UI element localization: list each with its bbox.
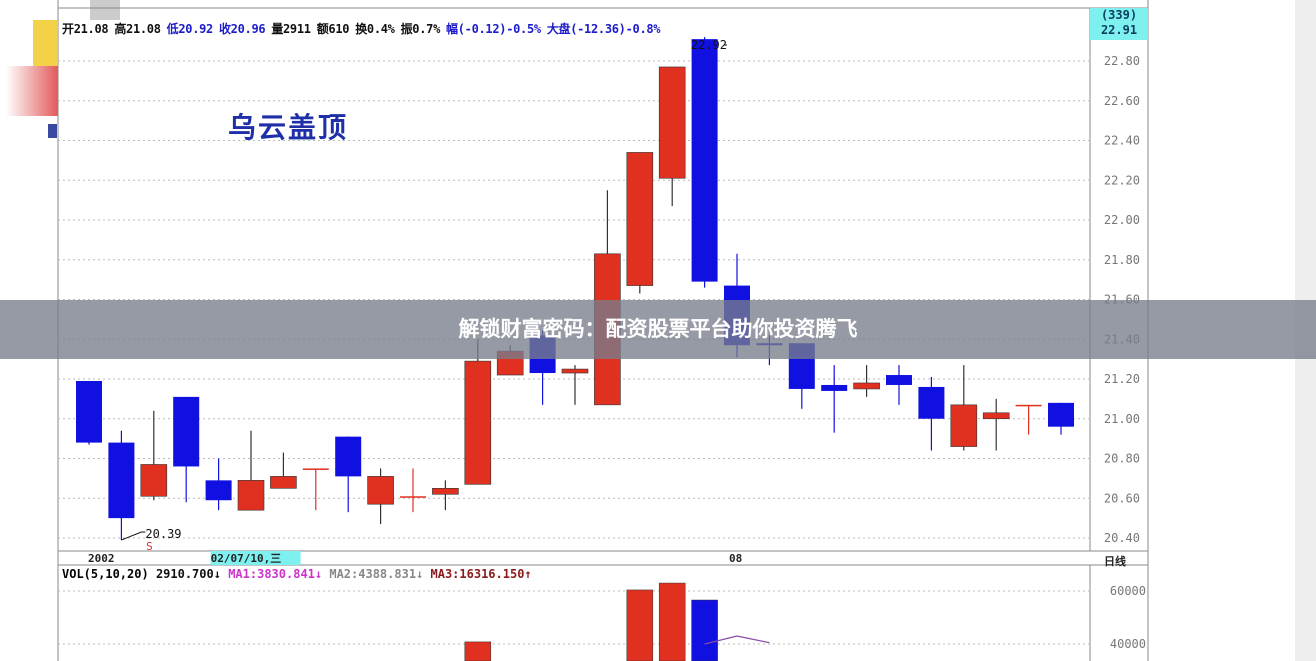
- volume-title: VOL(5,10,20): [62, 567, 149, 581]
- price-tag-count: (339): [1100, 8, 1138, 22]
- y-tick-label: 22.20: [1104, 173, 1140, 187]
- candle-body: [432, 488, 459, 495]
- volume-tick-label: 40000: [1110, 637, 1146, 651]
- candle-body: [1048, 402, 1074, 427]
- quote-header: 开21.08 高21.08 低20.92 收20.96 量2911 额610 换0.4% 振0…: [62, 20, 666, 37]
- candle-body: [853, 382, 880, 390]
- candle-body: [367, 476, 394, 505]
- quote-field: 收20.96: [218, 22, 266, 36]
- low-pointer: [121, 531, 146, 541]
- decorative-logo-fragment: [90, 0, 120, 20]
- quote-field: 高21.08: [114, 22, 161, 36]
- y-tick-label: 21.20: [1104, 372, 1140, 386]
- signal-marker: S: [146, 540, 153, 553]
- candle-body: [918, 386, 945, 419]
- candle-body: [400, 496, 426, 498]
- volume-bar: [464, 641, 492, 661]
- candle-body: [464, 360, 492, 485]
- candle-body: [140, 464, 168, 497]
- quote-field: 低20.92: [166, 22, 214, 36]
- candle-body: [982, 412, 1010, 420]
- low-annotation: 20.39: [145, 527, 181, 541]
- pattern-title: 乌云盖顶: [228, 111, 349, 144]
- y-tick-label: 22.80: [1104, 54, 1140, 68]
- decorative-logo-fragment: [6, 66, 58, 116]
- candle-body: [237, 480, 265, 511]
- volume-bar: [658, 582, 686, 661]
- y-tick-label: 20.60: [1104, 491, 1140, 505]
- candle-body: [950, 404, 978, 447]
- period-label: 日线: [1104, 555, 1126, 568]
- candle-body: [270, 476, 297, 489]
- volume-legend-item: MA2:4388.831↓: [322, 567, 424, 581]
- candle-body: [561, 368, 589, 374]
- decorative-logo-fragment: [33, 20, 57, 68]
- candle-body: [335, 436, 362, 477]
- candle-body: [108, 442, 135, 519]
- price-tag-price: 22.91: [1100, 23, 1138, 37]
- volume-legend-item: 2910.700↓: [155, 567, 221, 581]
- volume-legend-item: MA1:3830.841↓: [220, 567, 323, 581]
- volume-bar: [626, 589, 654, 661]
- volume-ma-line: [704, 635, 770, 645]
- high-annotation: 22.92: [691, 38, 727, 52]
- quote-field: 振0.7%: [400, 22, 441, 36]
- candle-body: [691, 39, 718, 282]
- quote-field: 大盘(-12.36)-0.8%: [546, 22, 661, 36]
- volume-legend-item: MA3:16316.150↑: [423, 567, 532, 581]
- quote-field: 幅(-0.12)-0.5%: [446, 22, 541, 36]
- quote-field: 换0.4%: [355, 22, 395, 36]
- x-tick-label: 2002: [88, 552, 115, 565]
- volume-legend: VOL(5,10,20) 2910.700↓ MA1:3830.841↓ MA2…: [62, 567, 532, 581]
- y-tick-label: 22.40: [1104, 134, 1140, 148]
- y-tick-label: 21.80: [1104, 253, 1140, 267]
- y-tick-label: 21.00: [1104, 412, 1140, 426]
- x-tick-label: 02/07/10,三: [211, 552, 282, 565]
- volume-bar: [691, 599, 718, 661]
- quote-field: 额610: [316, 22, 350, 36]
- candle-body: [205, 480, 232, 501]
- y-tick-label: 22.00: [1104, 213, 1140, 227]
- quote-field: 量2911: [271, 22, 311, 36]
- candle-body: [76, 380, 102, 443]
- candle-body: [886, 375, 912, 385]
- candle-body: [1015, 404, 1042, 407]
- x-tick-label: 08: [729, 552, 742, 565]
- decorative-logo-fragment: [48, 124, 57, 138]
- y-tick-label: 20.40: [1104, 531, 1140, 545]
- watermark-banner: 解锁财富密码：配资股票平台助你投资腾飞: [0, 300, 1316, 359]
- y-tick-label: 20.80: [1104, 452, 1140, 466]
- y-tick-label: 22.60: [1104, 94, 1140, 108]
- candle-body: [626, 152, 654, 286]
- candle-body: [302, 468, 329, 470]
- quote-field: 开21.08: [62, 22, 109, 36]
- candle-body: [658, 66, 686, 179]
- current-price-tag: (339) 22.91: [1090, 8, 1148, 40]
- candle-body: [173, 396, 200, 467]
- candle-body: [821, 384, 848, 391]
- date-highlight: [210, 551, 301, 565]
- volume-tick-label: 60000: [1110, 584, 1146, 598]
